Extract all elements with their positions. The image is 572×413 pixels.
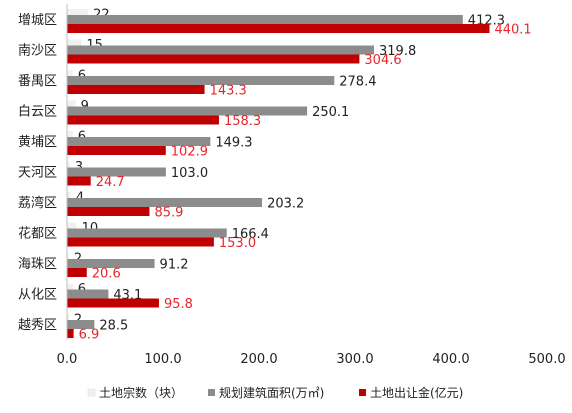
bar-land-count-liwan <box>67 192 71 201</box>
bar-land-count-panyu <box>67 70 73 79</box>
value-label-floor-area-panyu: 278.4 <box>339 75 376 90</box>
x-tick-label: 500.0 <box>528 352 565 367</box>
bar-floor-area-yuexiu <box>67 320 95 329</box>
bar-land-revenue-haizhu <box>67 268 87 277</box>
x-tick-label: 200.0 <box>240 352 277 367</box>
legend-swatch-floor-area <box>208 389 215 396</box>
x-tick-label: 100.0 <box>144 352 181 367</box>
category-label-haizhu: 海珠区 <box>18 257 57 272</box>
bar-floor-area-nansha <box>67 45 375 55</box>
bar-land-count-tianhe <box>67 161 70 171</box>
bar-floor-area-liwan <box>67 198 263 207</box>
bar-land-revenue-panyu <box>67 85 205 94</box>
bar-land-revenue-yuexiu <box>67 329 74 338</box>
bar-floor-area-huangpu <box>67 137 211 146</box>
legend-swatch-land-count <box>87 388 96 397</box>
value-label-land-revenue-baiyun: 158.3 <box>224 114 261 129</box>
value-label-land-revenue-tianhe: 24.7 <box>96 175 125 190</box>
legend-label-land-revenue: 土地出让金(亿元) <box>370 385 463 400</box>
bar-land-revenue-zengcheng <box>67 24 490 33</box>
x-tick-label: 300.0 <box>336 352 373 367</box>
bar-land-revenue-huangpu <box>67 146 166 155</box>
bar-land-count-conghua <box>67 283 73 293</box>
category-label-liwan: 荔湾区 <box>18 195 57 211</box>
category-label-tianhe: 天河区 <box>18 165 57 180</box>
bar-land-count-haizhu <box>67 253 69 262</box>
x-tick-label: 0.0 <box>57 352 78 367</box>
value-label-land-revenue-zengcheng: 440.1 <box>494 23 531 38</box>
value-label-floor-area-nansha: 319.8 <box>379 44 416 59</box>
category-label-conghua: 从化区 <box>18 287 57 302</box>
category-label-baiyun: 白云区 <box>18 103 57 119</box>
bar-floor-area-zengcheng <box>67 15 463 24</box>
value-label-floor-area-liwan: 203.2 <box>267 197 304 212</box>
bar-floor-area-conghua <box>67 289 109 299</box>
value-label-floor-area-tianhe: 103.0 <box>171 166 208 181</box>
bar-land-revenue-conghua <box>67 298 159 308</box>
value-label-land-revenue-liwan: 85.9 <box>154 206 183 221</box>
value-label-floor-area-baiyun: 250.1 <box>312 105 349 120</box>
bar-floor-area-tianhe <box>67 167 166 177</box>
legend-label-land-count: 土地宗数（块） <box>99 385 183 400</box>
bar-land-count-huangpu <box>67 131 73 140</box>
category-label-yuexiu: 越秀区 <box>18 318 57 333</box>
bar-land-revenue-tianhe <box>67 176 91 186</box>
value-label-floor-area-huadu: 166.4 <box>232 227 269 242</box>
value-label-land-revenue-nansha: 304.6 <box>364 53 401 68</box>
category-label-nansha: 南沙区 <box>18 42 57 58</box>
bar-land-count-baiyun <box>67 100 76 110</box>
bar-floor-area-huadu <box>67 228 227 238</box>
value-label-land-revenue-huangpu: 102.9 <box>171 145 208 160</box>
category-label-huadu: 花都区 <box>18 225 57 241</box>
bar-land-revenue-liwan <box>67 207 150 216</box>
value-label-land-revenue-conghua: 95.8 <box>164 297 193 312</box>
bar-floor-area-baiyun <box>67 106 308 116</box>
value-label-floor-area-huangpu: 149.3 <box>215 136 252 151</box>
bar-land-count-nansha <box>67 39 82 49</box>
bar-land-count-yuexiu <box>67 314 69 323</box>
legend-swatch-land-revenue <box>359 389 366 396</box>
value-label-floor-area-yuexiu: 28.5 <box>99 319 128 334</box>
value-label-land-revenue-huadu: 153.0 <box>219 236 256 251</box>
legend: 土地宗数（块） 规划建筑面积(万㎡) 土地出让金(亿元) <box>87 385 463 400</box>
value-label-land-revenue-yuexiu: 6.9 <box>79 328 100 343</box>
legend-label-floor-area: 规划建筑面积(万㎡) <box>219 385 324 400</box>
bar-land-revenue-nansha <box>67 54 360 64</box>
category-label-panyu: 番禺区 <box>18 74 57 89</box>
x-tick-label: 400.0 <box>432 352 469 367</box>
category-label-zengcheng: 增城区 <box>18 13 57 28</box>
category-label-huangpu: 黄埔区 <box>18 135 57 150</box>
bar-land-revenue-huadu <box>67 237 214 247</box>
bar-land-count-zengcheng <box>67 9 89 18</box>
value-label-land-revenue-haizhu: 20.6 <box>92 267 121 282</box>
bar-land-count-huadu <box>67 222 77 232</box>
bar-land-revenue-baiyun <box>67 115 219 125</box>
value-label-land-revenue-panyu: 143.3 <box>210 84 247 99</box>
bar-floor-area-haizhu <box>67 259 155 268</box>
plot-area: 增城区22412.3440.1南沙区15319.8304.6番禺区6278.41… <box>18 4 566 367</box>
value-label-floor-area-haizhu: 91.2 <box>160 258 189 273</box>
bar-floor-area-panyu <box>67 76 335 85</box>
